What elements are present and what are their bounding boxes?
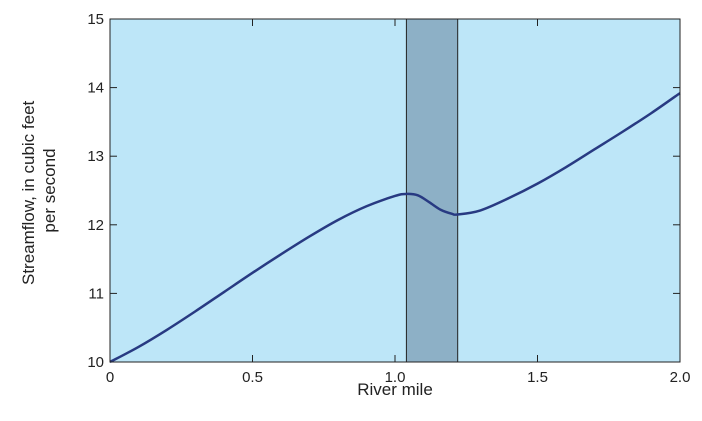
y-tick-label-15: 15 <box>87 11 104 28</box>
highlight-band <box>405 18 459 363</box>
x-tick-label-2-0: 2.0 <box>670 369 691 386</box>
y-axis-label: Streamflow, in cubic feet per second <box>19 96 59 285</box>
x-tick-label-1-5: 1.5 <box>527 369 548 386</box>
y-tick-label-14: 14 <box>87 80 104 97</box>
x-axis-label: River mile <box>357 380 433 399</box>
y-axis-label-line-1: Streamflow, in cubic feet <box>19 100 38 285</box>
series-line <box>109 92 681 364</box>
y-tick-label-10: 10 <box>87 354 104 371</box>
y-tick-label-11: 11 <box>88 285 104 302</box>
y-axis-label-line-2: per second <box>40 148 59 232</box>
tick-labels: 0 0.5 1.0 1.5 2.0 10 11 12 13 14 15 <box>87 11 690 386</box>
x-tick-label-0: 0 <box>106 369 114 386</box>
x-tick-label-0-5: 0.5 <box>242 369 263 386</box>
y-tick-label-12: 12 <box>87 217 104 234</box>
axis-ticks <box>109 18 681 363</box>
y-tick-label-13: 13 <box>87 148 104 165</box>
x-tick-label-1-0: 1.0 <box>385 369 406 386</box>
